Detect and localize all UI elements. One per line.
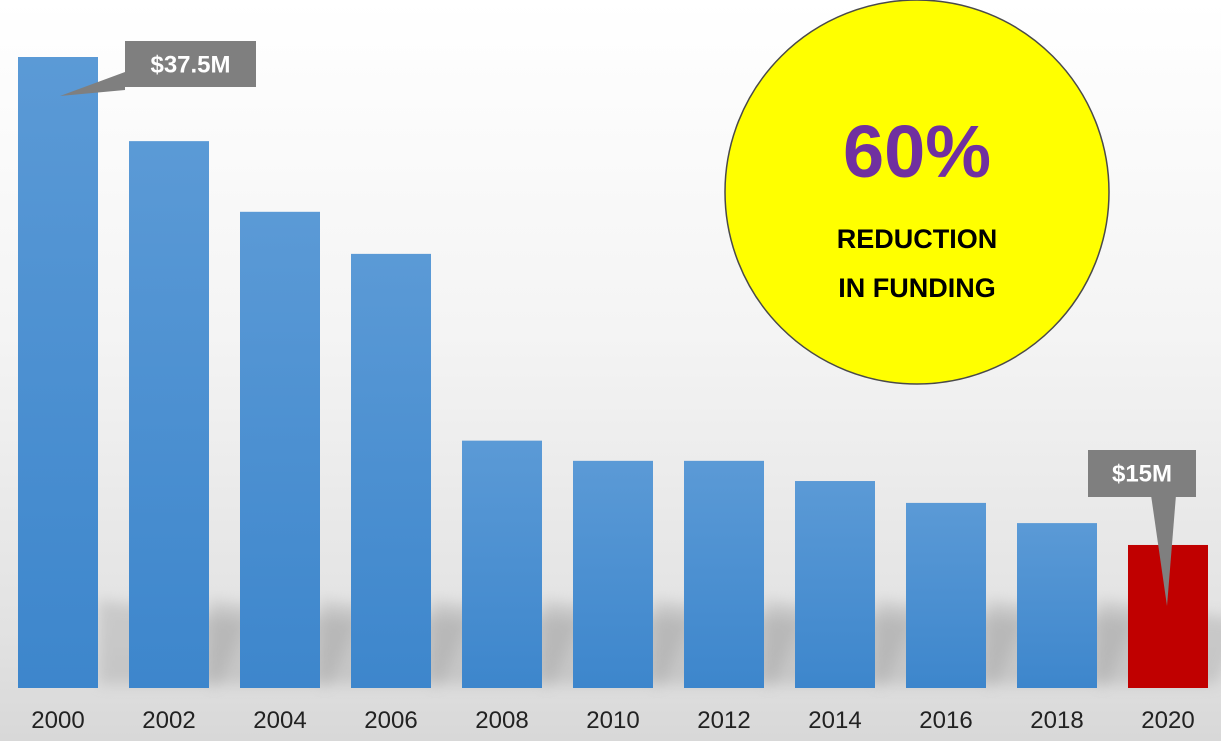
bar-2016	[906, 502, 986, 688]
badge-line-1: REDUCTION	[837, 224, 998, 254]
reduction-badge: 60% REDUCTION IN FUNDING	[724, 0, 1110, 385]
bars	[18, 57, 1208, 689]
x-tick-2018: 2018	[1030, 707, 1083, 734]
callout-2000-pointer	[60, 72, 125, 96]
x-tick-2020: 2020	[1141, 707, 1194, 734]
x-tick-2016: 2016	[919, 707, 972, 734]
badge-line-2: IN FUNDING	[838, 273, 996, 303]
x-tick-2004: 2004	[253, 707, 306, 734]
bar-2012	[684, 460, 764, 688]
callout-2020: $15M	[1088, 450, 1196, 606]
callout-2000-box	[125, 41, 256, 87]
x-tick-2008: 2008	[475, 707, 528, 734]
x-tick-2006: 2006	[364, 707, 417, 734]
x-tick-2012: 2012	[697, 707, 750, 734]
callout-2000: $37.5M	[60, 41, 256, 96]
bar-2002	[129, 141, 209, 689]
badge-percent: 60%	[843, 110, 991, 193]
x-tick-2000: 2000	[31, 707, 84, 734]
callout-2020-pointer	[1151, 495, 1176, 606]
bar-2006	[351, 253, 431, 688]
bar-2008	[462, 440, 542, 688]
bar-2010	[573, 460, 653, 688]
bar-2004	[240, 211, 320, 688]
badge-circle	[724, 0, 1110, 385]
callout-2000-label: $37.5M	[150, 52, 230, 79]
x-axis-ticks: 2000 2002 2004 2006 2008 2010 2012 2014 2016 2018…	[31, 707, 1194, 734]
x-tick-2010: 2010	[586, 707, 639, 734]
callout-2020-box	[1088, 450, 1196, 497]
bar-2000	[18, 57, 98, 688]
x-tick-2002: 2002	[142, 707, 195, 734]
bar-2018	[1017, 523, 1097, 688]
bar-2014	[795, 481, 875, 688]
x-tick-2014: 2014	[808, 707, 861, 734]
callout-2020-label: $15M	[1112, 461, 1172, 488]
